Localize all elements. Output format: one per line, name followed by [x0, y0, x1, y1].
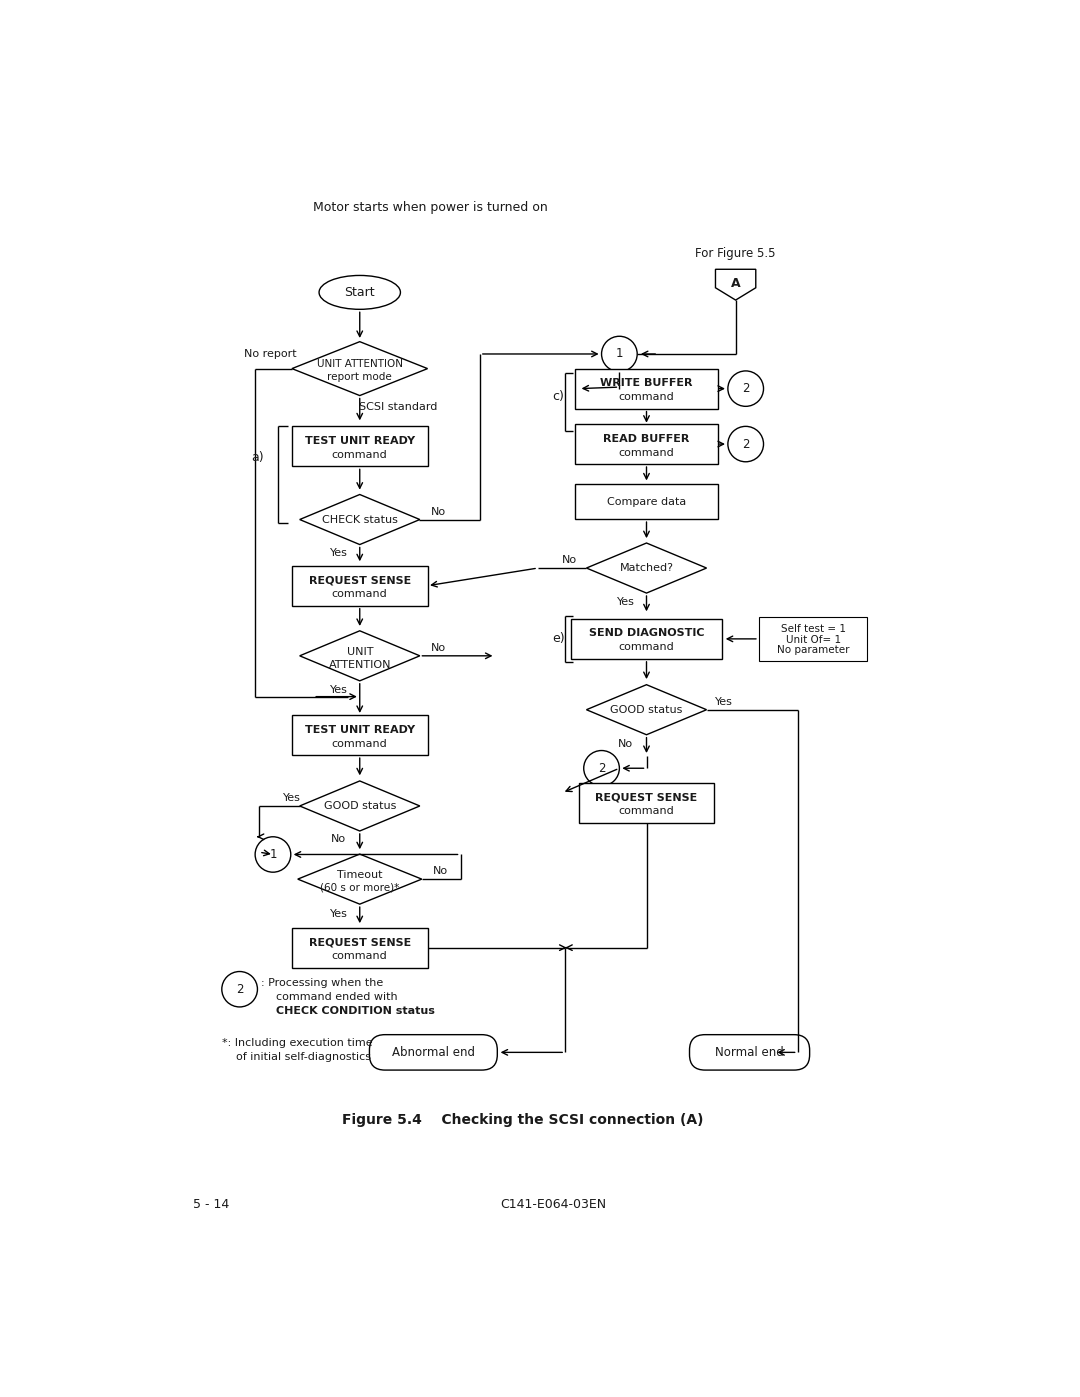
Text: 1: 1 — [616, 348, 623, 360]
Polygon shape — [715, 270, 756, 300]
Text: 2: 2 — [742, 437, 750, 451]
Text: *: Including execution time: *: Including execution time — [221, 1038, 373, 1048]
Text: A: A — [731, 277, 741, 289]
FancyBboxPatch shape — [579, 782, 714, 823]
Text: READ BUFFER: READ BUFFER — [604, 433, 690, 444]
Text: REQUEST SENSE: REQUEST SENSE — [595, 792, 698, 802]
Polygon shape — [292, 342, 428, 395]
Text: Normal end: Normal end — [715, 1046, 784, 1059]
Text: C141-E064-03EN: C141-E064-03EN — [500, 1199, 607, 1211]
Circle shape — [221, 971, 257, 1007]
Text: No report: No report — [244, 349, 297, 359]
FancyBboxPatch shape — [292, 715, 428, 756]
Text: of initial self-diagnostics: of initial self-diagnostics — [235, 1052, 370, 1062]
Text: SEND DIAGNOSTIC: SEND DIAGNOSTIC — [589, 629, 704, 638]
Text: Start: Start — [345, 286, 375, 299]
Text: For Figure 5.5: For Figure 5.5 — [696, 247, 775, 260]
Text: 2: 2 — [742, 383, 750, 395]
Text: GOOD status: GOOD status — [610, 704, 683, 715]
Text: No: No — [562, 556, 577, 566]
FancyBboxPatch shape — [575, 369, 718, 409]
Text: REQUEST SENSE: REQUEST SENSE — [309, 576, 410, 585]
Text: Yes: Yes — [283, 793, 300, 803]
Text: e): e) — [552, 633, 565, 645]
Polygon shape — [586, 543, 706, 594]
Polygon shape — [298, 854, 422, 904]
Text: Unit Of= 1: Unit Of= 1 — [785, 634, 840, 644]
Text: command: command — [619, 643, 674, 652]
Ellipse shape — [319, 275, 401, 309]
Text: : Processing when the: : Processing when the — [260, 978, 382, 988]
Text: No: No — [618, 739, 633, 749]
Text: Compare data: Compare data — [607, 497, 686, 507]
Polygon shape — [299, 495, 420, 545]
Text: REQUEST SENSE: REQUEST SENSE — [309, 937, 410, 947]
Text: Abnormal end: Abnormal end — [392, 1046, 475, 1059]
Circle shape — [255, 837, 291, 872]
Text: Motor starts when power is turned on: Motor starts when power is turned on — [313, 201, 548, 214]
Text: command: command — [332, 739, 388, 749]
Text: command: command — [332, 590, 388, 599]
Text: a): a) — [252, 451, 264, 464]
Text: CHECK status: CHECK status — [322, 514, 397, 524]
Text: 2: 2 — [598, 761, 605, 775]
Text: UNIT ATTENTION: UNIT ATTENTION — [316, 359, 403, 369]
Text: Timeout: Timeout — [337, 869, 382, 880]
Text: Yes: Yes — [329, 909, 348, 919]
Circle shape — [602, 337, 637, 372]
Text: 2: 2 — [235, 982, 243, 996]
Text: command: command — [619, 447, 674, 458]
Text: command: command — [619, 806, 674, 816]
Circle shape — [728, 372, 764, 407]
Text: Matched?: Matched? — [620, 563, 674, 573]
Text: Yes: Yes — [329, 686, 348, 696]
Text: GOOD status: GOOD status — [324, 800, 396, 812]
FancyBboxPatch shape — [689, 1035, 810, 1070]
Text: 1: 1 — [269, 848, 276, 861]
Text: Yes: Yes — [617, 597, 635, 606]
Text: report mode: report mode — [327, 372, 392, 383]
Text: c): c) — [552, 390, 564, 402]
Polygon shape — [299, 781, 420, 831]
Text: WRITE BUFFER: WRITE BUFFER — [600, 379, 692, 388]
FancyBboxPatch shape — [369, 1035, 497, 1070]
Text: Self test = 1: Self test = 1 — [781, 624, 846, 634]
FancyBboxPatch shape — [575, 425, 718, 464]
Text: TEST UNIT READY: TEST UNIT READY — [305, 436, 415, 446]
Text: SCSI standard: SCSI standard — [360, 402, 437, 412]
Text: No: No — [431, 507, 446, 517]
FancyBboxPatch shape — [571, 619, 723, 659]
Circle shape — [583, 750, 619, 787]
Text: TEST UNIT READY: TEST UNIT READY — [305, 725, 415, 735]
Text: (60 s or more)*: (60 s or more)* — [320, 883, 400, 893]
Text: Yes: Yes — [329, 548, 348, 557]
FancyBboxPatch shape — [292, 426, 428, 467]
Polygon shape — [299, 631, 420, 680]
Circle shape — [728, 426, 764, 462]
FancyBboxPatch shape — [575, 485, 718, 520]
Polygon shape — [586, 685, 706, 735]
Text: Figure 5.4    Checking the SCSI connection (A): Figure 5.4 Checking the SCSI connection … — [341, 1113, 703, 1127]
FancyBboxPatch shape — [759, 616, 867, 661]
Text: 5 - 14: 5 - 14 — [193, 1199, 229, 1211]
Text: UNIT: UNIT — [347, 647, 373, 657]
Text: command: command — [332, 951, 388, 961]
Text: ATTENTION: ATTENTION — [328, 659, 391, 671]
Text: No: No — [433, 866, 448, 876]
Text: command: command — [332, 450, 388, 460]
Text: No parameter: No parameter — [777, 645, 849, 655]
Text: command ended with: command ended with — [276, 992, 397, 1002]
FancyBboxPatch shape — [292, 928, 428, 968]
Text: No: No — [431, 643, 446, 654]
Text: Yes: Yes — [715, 697, 732, 707]
FancyBboxPatch shape — [292, 566, 428, 606]
Text: No: No — [332, 834, 347, 844]
Text: command: command — [619, 393, 674, 402]
Text: CHECK CONDITION status: CHECK CONDITION status — [276, 1006, 435, 1016]
